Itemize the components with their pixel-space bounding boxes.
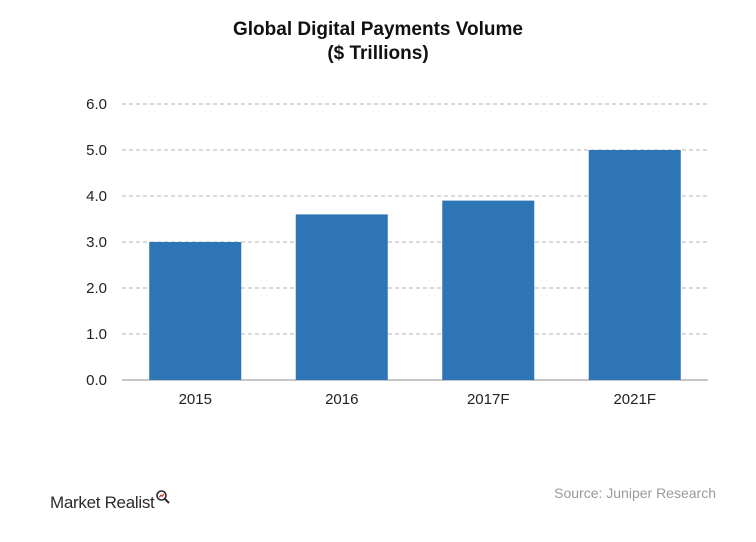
bar [442, 200, 535, 380]
x-tick-label: 2021F [613, 391, 656, 408]
x-tick-label: 2016 [325, 391, 358, 408]
y-tick-label: 0.0 [86, 372, 107, 389]
bar [295, 214, 388, 380]
chart-title: Global Digital Payments Volume [233, 19, 523, 40]
y-tick-label: 3.0 [86, 234, 107, 251]
brand-logo-text: Market Realist [50, 493, 155, 512]
y-tick-label: 2.0 [86, 280, 107, 297]
y-tick-label: 4.0 [86, 188, 107, 205]
x-tick-label: 2015 [179, 391, 212, 408]
chart-title-block: Global Digital Payments Volume ($ Trilli… [0, 18, 756, 66]
bar [588, 150, 681, 380]
y-tick-label: 6.0 [86, 96, 107, 113]
y-tick-label: 5.0 [86, 142, 107, 159]
chart-subtitle: ($ Trillions) [327, 43, 429, 64]
bar [149, 242, 242, 380]
source-note: Source: Juniper Research [554, 485, 716, 501]
y-tick-label: 1.0 [86, 326, 107, 343]
brand-logo: Market Realist [50, 490, 171, 513]
magnifier-icon [156, 490, 171, 504]
x-tick-label: 2017F [467, 391, 510, 408]
